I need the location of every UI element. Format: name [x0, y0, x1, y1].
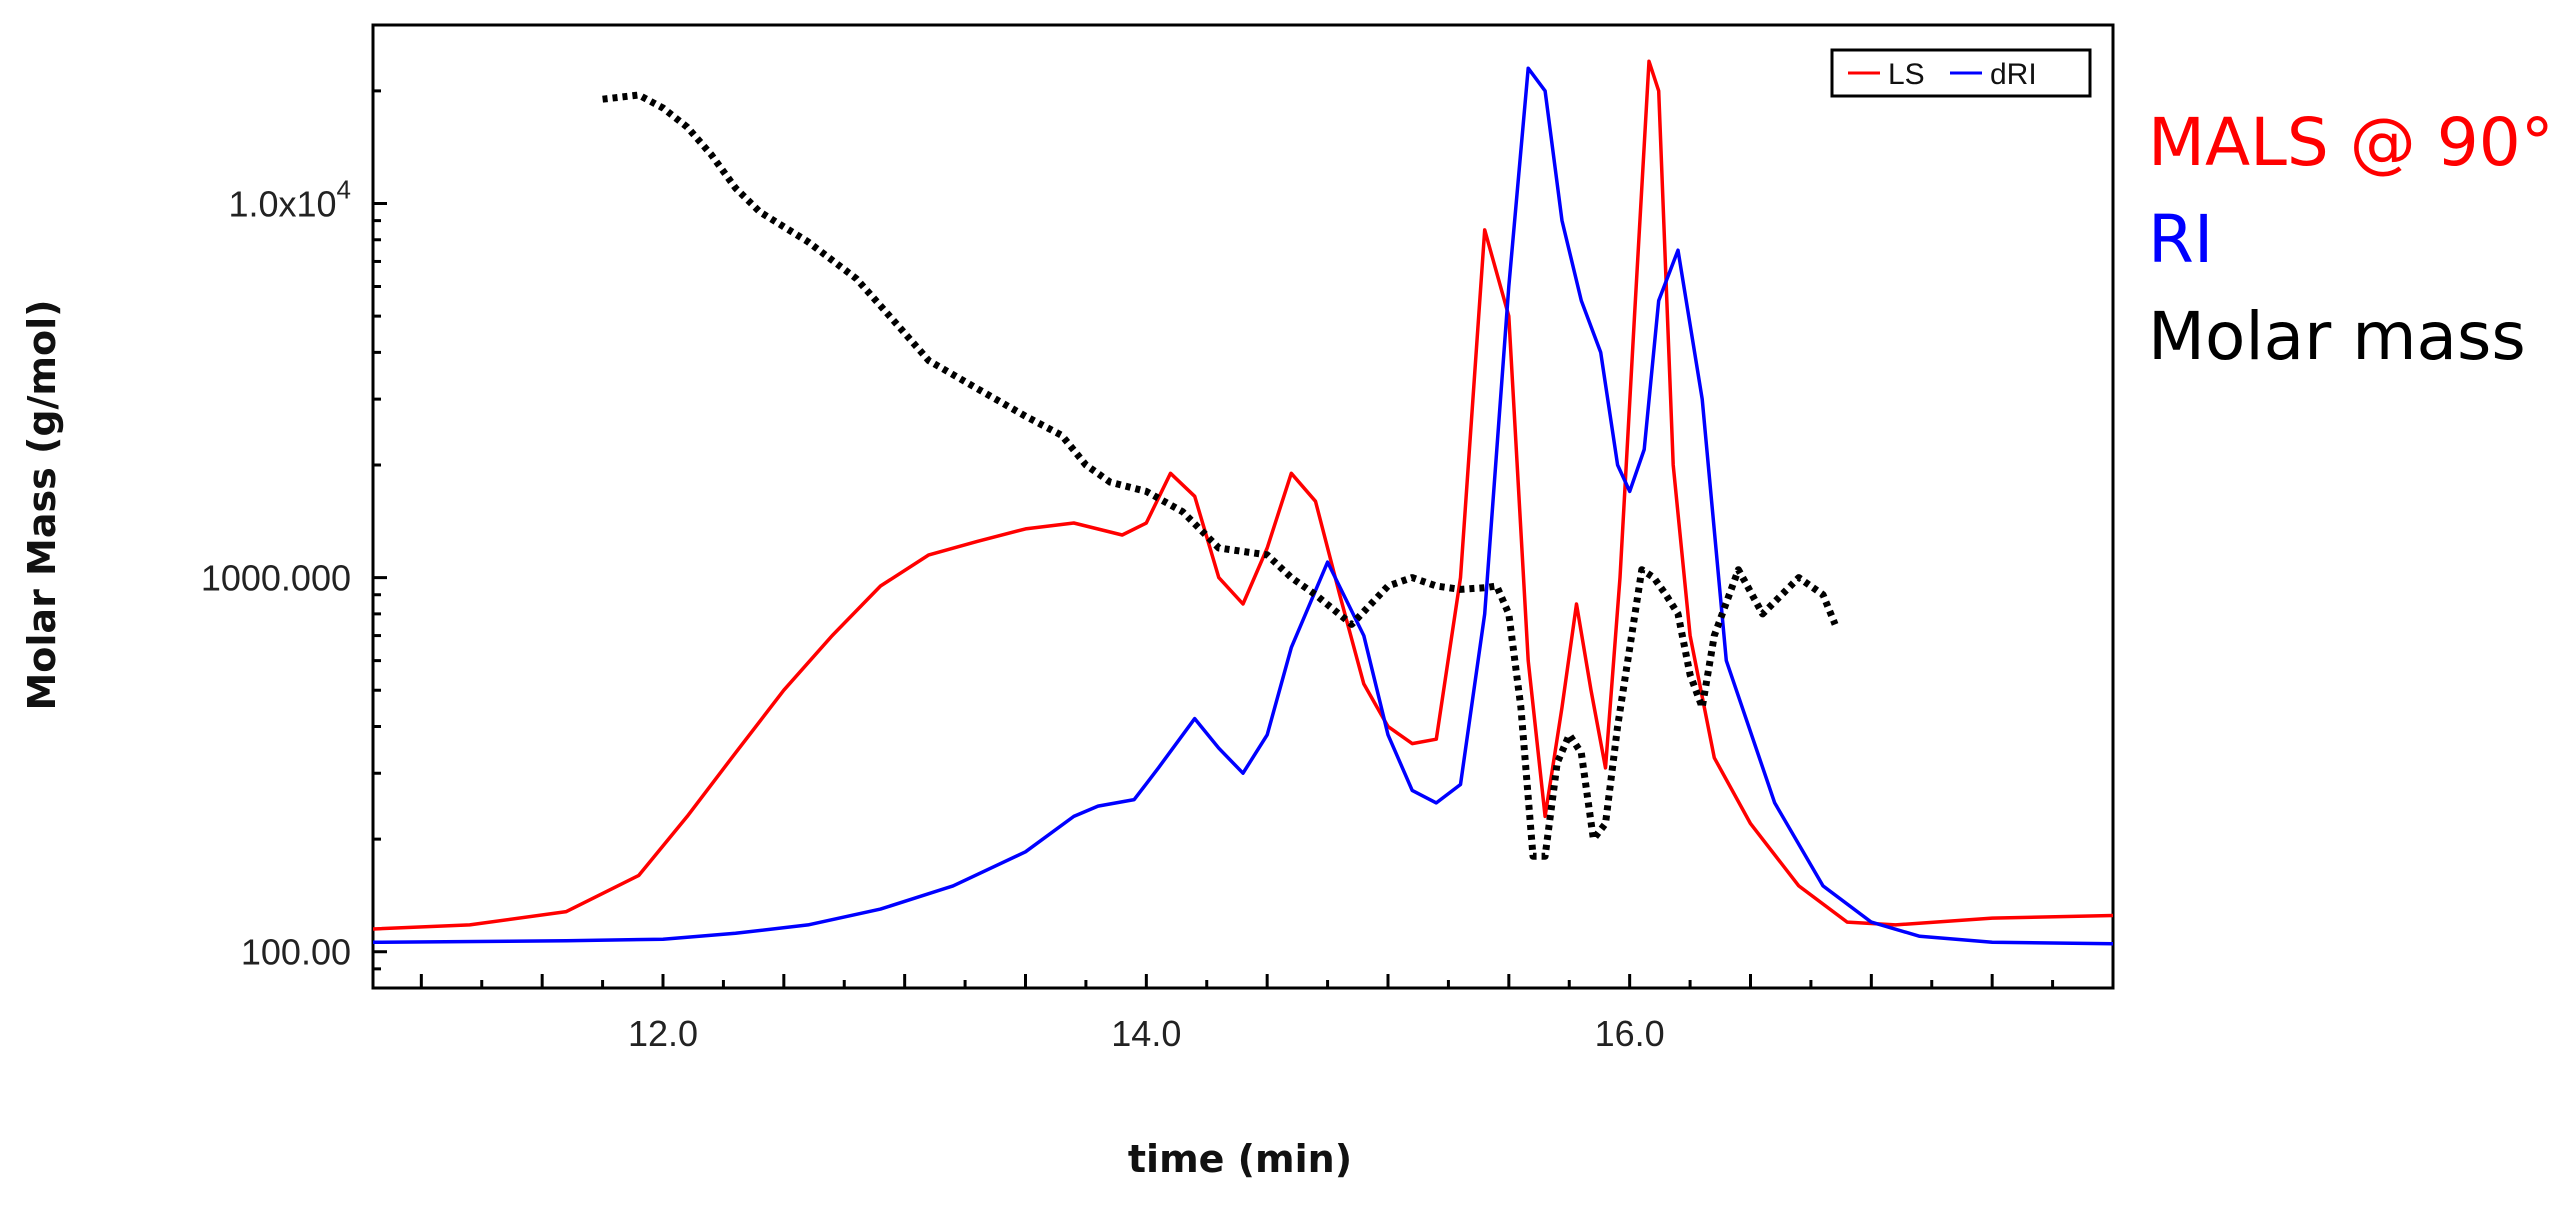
plot-legend: LS dRI [1830, 48, 2092, 98]
side-legend-mals: MALS @ 90° [2148, 104, 2554, 181]
legend-dri-label: dRI [1990, 58, 2037, 91]
side-legend-ri: RI [2148, 201, 2214, 278]
y-tick-label: 100.00 [241, 932, 351, 973]
side-legend-molar-mass: Molar mass [2148, 298, 2526, 375]
series-molar-mass [602, 91, 1839, 860]
y-tick-label: 1000.000 [201, 558, 351, 599]
x-tick-label: 12.0 [628, 1013, 698, 1054]
y-axis-ticks: 100.00 1000.000 1.0x104 [201, 23, 387, 990]
x-tick-label: 14.0 [1111, 1013, 1181, 1054]
x-axis-title: time (min) [1128, 1137, 1352, 1181]
legend-ls-label: LS [1888, 58, 1925, 91]
series-dri [373, 66, 2113, 946]
y-axis-title: Molar Mass (g/mol) [20, 299, 64, 710]
plot-area-frame [371, 23, 2115, 990]
series-layer [373, 59, 2113, 946]
x-tick-label: 16.0 [1595, 1013, 1665, 1054]
x-axis-ticks: 12.0 14.0 16.0 [419, 974, 2055, 1054]
series-ls [373, 59, 2113, 931]
y-tick-label: 1.0x104 [228, 175, 351, 225]
